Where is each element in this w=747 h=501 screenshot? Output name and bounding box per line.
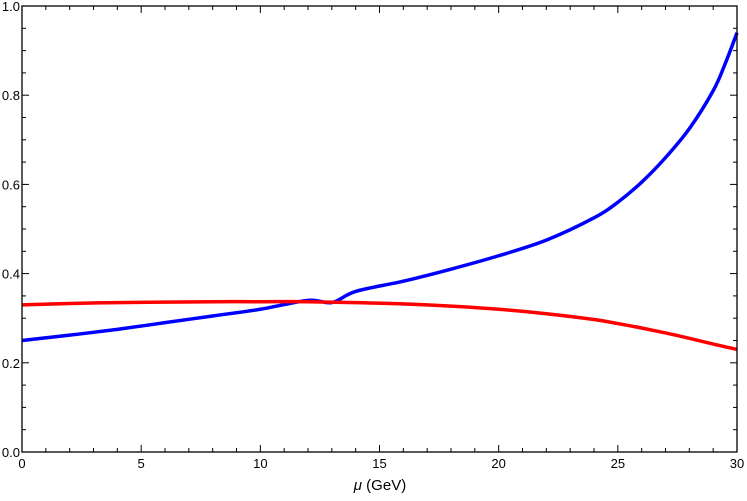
y-tick-label: 1.0 (2, 0, 20, 14)
x-tick-label: 25 (611, 456, 625, 471)
x-axis-symbol: μ (353, 477, 362, 494)
series-line-blue (21, 32, 739, 343)
plot-frame (21, 5, 738, 453)
y-tick-label: 0.8 (2, 88, 20, 103)
x-axis-unit: (GeV) (362, 477, 406, 494)
y-tick-label: 0.6 (2, 177, 20, 192)
y-tick-label: 0.0 (2, 445, 20, 460)
y-tick-label: 0.4 (2, 267, 20, 282)
labels-layer: 0 5 10 15 20 25 30 0.0 0.2 0.4 0.6 0.8 1.0 (2, 0, 744, 471)
x-tick-label: 15 (372, 456, 386, 471)
x-tick-label: 30 (730, 456, 744, 471)
series-line-red (21, 299, 738, 352)
x-tick-label: 20 (491, 456, 505, 471)
x-tick-label: 0 (18, 456, 25, 471)
x-tick-label: 10 (253, 456, 267, 471)
y-tick-label: 0.2 (2, 356, 20, 371)
x-tick-label: 5 (138, 456, 145, 471)
ticks-layer (21, 5, 738, 453)
x-axis-title: μ (GeV) (353, 477, 406, 494)
series-layer (21, 32, 739, 352)
